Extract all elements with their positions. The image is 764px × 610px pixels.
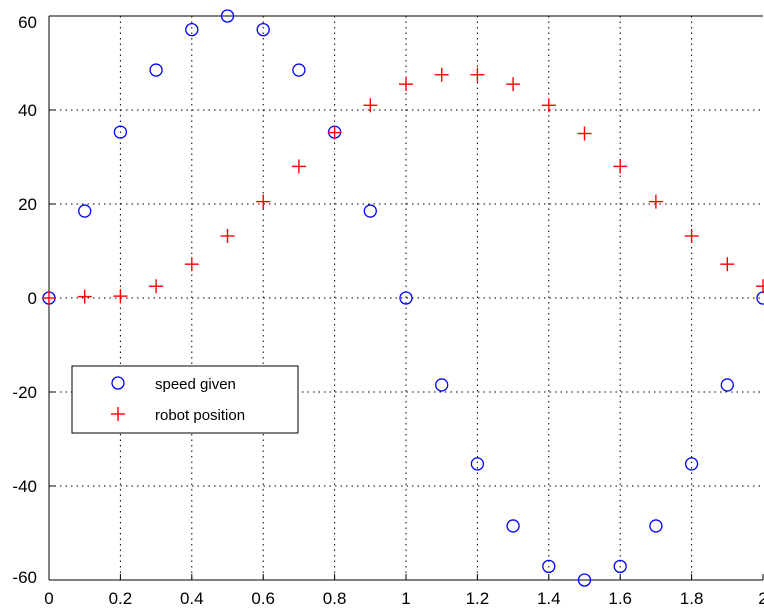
speed-given-point bbox=[542, 559, 556, 574]
robot-position-point bbox=[327, 125, 342, 140]
robot-position-point bbox=[113, 289, 128, 304]
robot-position-point bbox=[363, 98, 378, 113]
robot-position-point bbox=[434, 67, 449, 82]
robot-position-point bbox=[684, 228, 699, 243]
speed-given-point bbox=[684, 457, 699, 471]
y-tick-labels: 60 40 20 0 -20 -40 -60 bbox=[12, 13, 37, 587]
y-tick-label: 20 bbox=[18, 195, 37, 214]
x-tick-label: 1.6 bbox=[608, 589, 632, 608]
legend-label-robot-position: robot position bbox=[155, 407, 245, 424]
data-points bbox=[42, 9, 764, 587]
x-tick-label: 1.8 bbox=[680, 589, 704, 608]
speed-given-point bbox=[363, 204, 377, 218]
robot-position-point bbox=[77, 289, 92, 304]
robot-position-point bbox=[506, 77, 521, 92]
speed-given-point bbox=[399, 291, 413, 305]
speed-given-point bbox=[435, 378, 449, 392]
robot-position-point bbox=[541, 98, 556, 113]
y-gridlines bbox=[49, 109, 763, 487]
y-tick-label: -60 bbox=[12, 568, 37, 587]
legend-marker-robot-position bbox=[111, 407, 125, 421]
robot-position-point bbox=[756, 279, 764, 294]
speed-given-point bbox=[185, 22, 199, 37]
legend-marker-speed-given bbox=[111, 376, 125, 390]
robot-position-point bbox=[42, 291, 56, 305]
robot-position-point bbox=[648, 194, 663, 209]
y-tick-label: -40 bbox=[12, 477, 37, 496]
x-tick-label: 1.2 bbox=[466, 589, 490, 608]
x-tick-label: 0.2 bbox=[109, 589, 133, 608]
y-tick-label: 0 bbox=[28, 289, 37, 308]
speed-given-point bbox=[256, 22, 270, 37]
x-tick-label: 0.4 bbox=[180, 589, 204, 608]
y-tick-label: -20 bbox=[12, 383, 37, 402]
speed-given-point bbox=[149, 63, 163, 77]
speed-given-point bbox=[506, 519, 520, 533]
robot-position-point bbox=[720, 257, 735, 272]
speed-given-point bbox=[577, 573, 592, 587]
legend: speed given robot position bbox=[71, 365, 299, 434]
y-tick-label: 40 bbox=[18, 101, 37, 120]
robot-position-point bbox=[577, 126, 592, 141]
speed-given-point bbox=[613, 559, 627, 574]
robot-position-point bbox=[256, 194, 271, 209]
robot-position-point bbox=[613, 159, 628, 174]
x-tick-label: 1.4 bbox=[537, 589, 561, 608]
robot-position-point bbox=[184, 257, 199, 272]
x-tick-label: 1 bbox=[401, 589, 410, 608]
robot-position-point bbox=[149, 279, 164, 294]
speed-given-point bbox=[720, 378, 734, 392]
speed-given-point bbox=[470, 457, 485, 471]
speed-given-point bbox=[292, 63, 306, 77]
legend-label-speed-given: speed given bbox=[155, 376, 236, 393]
speed-given-point bbox=[78, 204, 92, 218]
speed-given-point bbox=[220, 9, 235, 23]
robot-position-point bbox=[220, 228, 235, 243]
speed-given-point bbox=[113, 125, 128, 139]
robot-position-point bbox=[470, 67, 485, 82]
x-tick-label: 2 bbox=[758, 589, 764, 608]
x-tick-label: 0.6 bbox=[251, 589, 275, 608]
y-tick-label: 60 bbox=[18, 13, 37, 32]
robot-position-point bbox=[291, 159, 306, 174]
x-tick-labels: 0 0.2 0.4 0.6 0.8 1 1.2 1.4 1.6 1.8 2 bbox=[44, 589, 764, 608]
robot-position-point bbox=[399, 77, 413, 92]
speed-given-point bbox=[649, 519, 663, 533]
x-tick-label: 0 bbox=[44, 589, 53, 608]
legend-box bbox=[71, 365, 299, 434]
x-tick-label: 0.8 bbox=[323, 589, 347, 608]
